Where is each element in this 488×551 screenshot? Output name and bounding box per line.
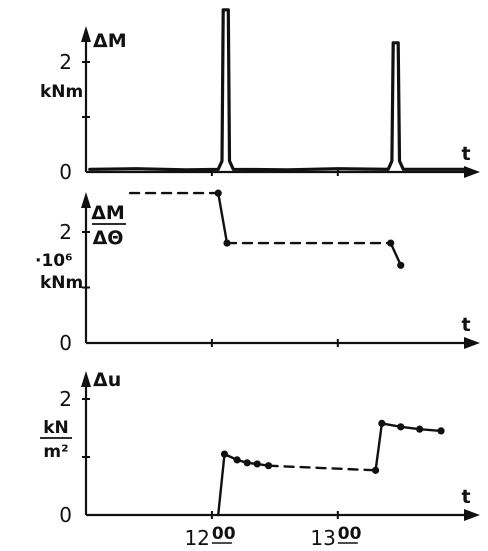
panel3-data-point: [371, 466, 380, 474]
panel2-data-point: [214, 189, 222, 197]
panel2-data-point: [387, 239, 395, 247]
panel1-x-axis-arrow: [464, 166, 480, 178]
panel3-data-point: [233, 456, 241, 464]
panel3-data-point: [264, 462, 273, 470]
panel3-data-point: [378, 419, 386, 427]
panel2-y-tick-label: 0: [59, 331, 72, 355]
panel2-data-point: [397, 261, 405, 269]
panel2-data-point: [223, 239, 231, 247]
panel3-data-point: [397, 423, 405, 431]
panel3-y-tick-label: 0: [59, 503, 72, 527]
panel3-y-axis-label: Δu: [93, 369, 121, 391]
panel2-y-axis-label-denominator: ΔΘ: [93, 227, 124, 249]
panel3-x-tick-label-minutes: 00: [338, 524, 362, 544]
panel1-x-axis-label: t: [461, 143, 470, 165]
panel2-x-axis-arrow: [464, 337, 480, 349]
panel3-data-point: [243, 459, 251, 467]
panel3-series-solid: [217, 452, 226, 517]
panel3-y-unit-numerator: kN: [43, 418, 69, 438]
panel3-x-tick-label: 12: [184, 526, 209, 550]
panel3-series-dashed: [267, 464, 377, 472]
panel2-y-axis-label-numerator: ΔM: [91, 202, 125, 224]
panel1-y-tick-label: 0: [59, 160, 72, 184]
panel1-y-tick-label: 2: [59, 50, 72, 74]
panel2-y-unit-scale: ·10⁶: [35, 251, 73, 271]
panel3-data-point: [253, 460, 261, 468]
panel3-y-tick-label: 2: [59, 387, 72, 411]
panel3-series-solid: [374, 422, 384, 472]
panel2-x-axis-label: t: [461, 314, 470, 336]
panel3-x-axis-label: t: [461, 486, 470, 508]
data-layer: [88, 8, 466, 517]
panel1-y-unit: kNm: [40, 82, 83, 102]
panel2-series-solid: [217, 191, 229, 245]
panel1-series-solid: [88, 8, 466, 172]
panel3-x-tick-label-minutes: 00: [212, 524, 236, 544]
axes-layer: [81, 26, 480, 521]
panel3-x-tick-label: 13: [310, 526, 335, 550]
panel2-series-solid: [389, 241, 402, 267]
panel1-y-axis-label: ΔM: [93, 30, 127, 52]
panel3-y-axis-arrow: [81, 371, 91, 387]
panel3-data-point: [416, 425, 424, 433]
panel3-data-point: [437, 427, 445, 435]
panel3-x-axis-arrow: [464, 509, 480, 521]
panel3-series-solid: [380, 422, 443, 433]
panel2-y-tick-label: 2: [59, 220, 72, 244]
panel2-y-unit: kNm: [40, 273, 83, 293]
panel3-data-point: [220, 450, 229, 458]
panel1-y-axis-arrow: [81, 26, 91, 42]
panel2-y-axis-arrow: [81, 192, 91, 208]
panel3-y-unit-denominator: m²: [43, 442, 68, 462]
